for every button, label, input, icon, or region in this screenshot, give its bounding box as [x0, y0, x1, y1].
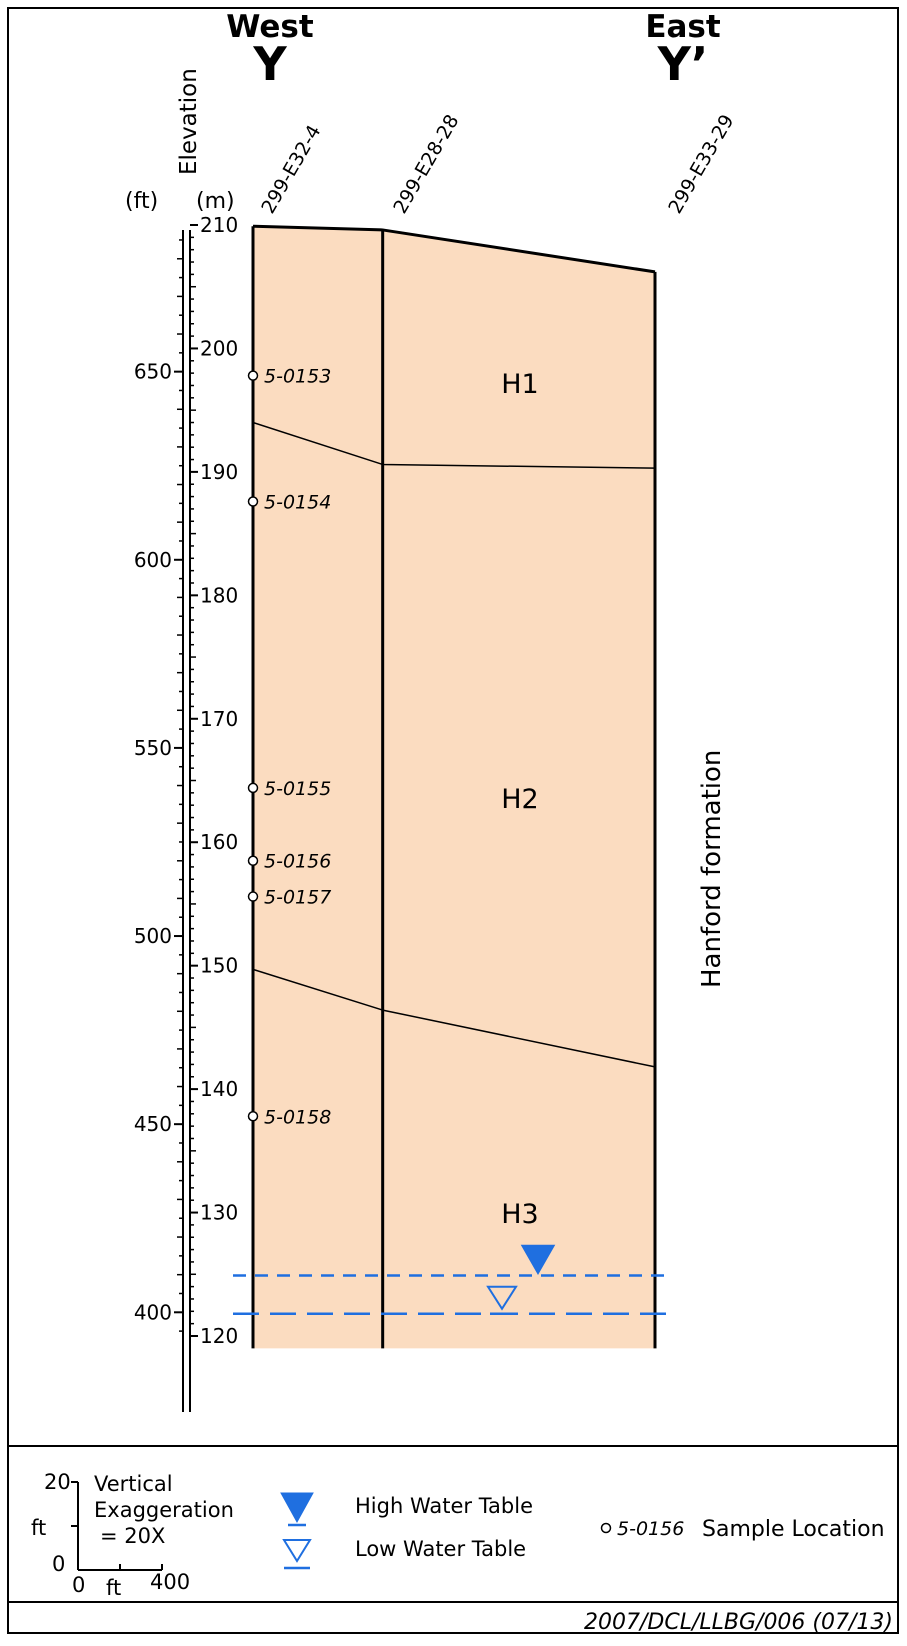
west-label: West [226, 9, 314, 45]
sample-label: 5-0155 [264, 778, 331, 800]
sample-label: 5-0153 [264, 366, 331, 388]
sample-location-icon [600, 1522, 612, 1534]
exaggeration-line-1: Vertical [94, 1472, 173, 1496]
exaggeration-line-3: = 20X [100, 1524, 165, 1548]
scale-h-origin: 0 [72, 1573, 85, 1597]
ft-tick-label: 450 [134, 1112, 172, 1136]
legend-sample-label: Sample Location [702, 1517, 885, 1542]
m-tick-label: 170 [200, 707, 238, 731]
well-label-1: 299-E32-4 [257, 121, 325, 217]
section-fill [253, 226, 655, 1349]
m-tick-label: 120 [200, 1324, 238, 1348]
scale-vertical-unit: ft [31, 1516, 46, 1540]
unit-label-h2: H2 [501, 784, 538, 815]
sample-markers: 5-0153 5-0154 5-0155 5-0156 5-0157 5-0158 [247, 366, 331, 1128]
m-ticks: 210 200 190 180 170 160 150 140 130 120 [190, 213, 238, 1348]
east-letter: Y’ [657, 37, 709, 91]
unit-label-h3: H3 [501, 1199, 538, 1230]
section-body [251, 224, 657, 1349]
legend: 20 ft 0 0 ft 400 Vertical Exaggeration =… [31, 1470, 885, 1600]
ft-tick-label: 400 [134, 1300, 172, 1324]
formation-label: Hanford formation [697, 750, 727, 988]
elevation-axis: 650 600 550 500 450 400 210 200 190 180 170 160 150… [134, 213, 238, 1412]
well-label-2: 299-E28-28 [389, 111, 463, 218]
m-tick-label: 160 [200, 830, 238, 854]
scale-vertical-max: 20 [44, 1470, 71, 1494]
legend-low-water-label: Low Water Table [355, 1537, 526, 1561]
water-table [233, 1244, 667, 1316]
ft-ticks: 650 600 550 500 450 400 [134, 239, 183, 1332]
m-tick-label: 190 [200, 460, 238, 484]
scale-horizontal-max: 400 [150, 1570, 190, 1594]
legend-sample-example-id: 5-0156 [617, 1518, 684, 1540]
m-tick-label: 150 [200, 954, 238, 978]
sample-label: 5-0156 [264, 851, 331, 873]
m-unit-label: (m) [196, 189, 235, 214]
scale-bar [71, 1481, 163, 1571]
legend-high-water-label: High Water Table [355, 1494, 533, 1518]
ft-tick-label: 600 [134, 548, 172, 572]
ft-tick-label: 550 [134, 736, 172, 760]
m-tick-label: 140 [200, 1077, 238, 1101]
legend-high-water-icon [280, 1492, 314, 1524]
sample-marker [247, 496, 259, 507]
high-water-symbol [280, 1492, 314, 1527]
sample-label: 5-0158 [264, 1106, 331, 1128]
sample-marker [247, 370, 259, 381]
exaggeration-line-2: Exaggeration [94, 1498, 234, 1522]
m-tick-label: 180 [200, 583, 238, 607]
sample-marker [247, 855, 259, 866]
sample-label: 5-0157 [264, 887, 331, 909]
outer-frame [7, 7, 899, 1634]
elevation-axis-title: Elevation [176, 68, 202, 175]
high-water-triangle-icon [520, 1244, 556, 1276]
m-tick-label: 210 [200, 213, 238, 237]
m-tick-label: 200 [200, 336, 238, 360]
legend-low-water-icon [282, 1539, 312, 1563]
ft-tick-label: 650 [134, 360, 172, 384]
sample-marker [247, 782, 259, 794]
m-tick-label: 130 [200, 1201, 238, 1225]
low-water-symbol [282, 1539, 312, 1570]
ft-tick-label: 500 [134, 924, 172, 948]
unit-label-h1: H1 [501, 369, 538, 400]
sample-marker [247, 891, 259, 902]
sample-label: 5-0154 [264, 492, 331, 514]
sample-marker [247, 1111, 259, 1122]
ft-unit-label: (ft) [125, 189, 158, 214]
east-label: East [645, 9, 721, 45]
figure-code: 2007/DCL/LLBG/006 (07/13) [584, 1610, 893, 1635]
scale-origin: 0 [52, 1552, 65, 1576]
well-label-3: 299-E33-29 [664, 111, 738, 218]
low-water-triangle-icon [486, 1285, 518, 1311]
west-letter: Y [252, 37, 287, 91]
scale-horizontal-unit: ft [106, 1576, 121, 1600]
